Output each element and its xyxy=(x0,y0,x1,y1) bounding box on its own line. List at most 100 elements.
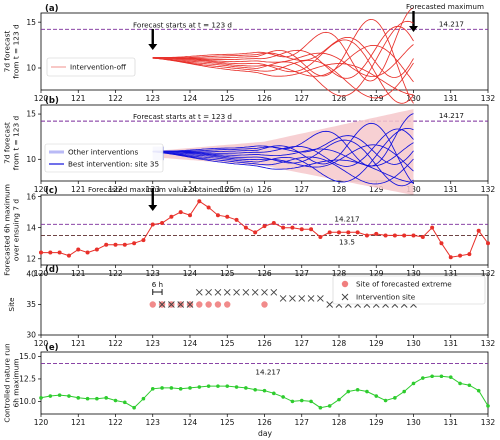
x-tick-label: 130 xyxy=(406,185,421,194)
intervention-site-marker xyxy=(168,301,175,308)
intervention-site-marker xyxy=(186,301,194,308)
mean-value-label: 13.5 xyxy=(339,237,355,246)
intervention-site-marker xyxy=(223,288,231,296)
data-point xyxy=(290,225,295,230)
plot-frame xyxy=(40,194,489,266)
x-tick-label: 121 xyxy=(71,339,86,348)
data-point xyxy=(299,398,304,403)
data-point xyxy=(150,222,155,227)
x-tick-label: 129 xyxy=(369,94,384,103)
arrow-head xyxy=(409,26,418,32)
y-tick-label: 40 xyxy=(26,270,36,279)
data-point xyxy=(225,384,230,388)
forecast-start-label: Forecast starts at t = 123 d xyxy=(133,20,232,29)
data-point xyxy=(206,205,211,210)
data-point xyxy=(225,214,230,219)
x-tick-label: 132 xyxy=(481,269,496,278)
data-point xyxy=(355,230,360,235)
x-tick-label: 123 xyxy=(146,339,161,348)
x-tick-label: 123 xyxy=(146,269,161,278)
data-point xyxy=(327,404,332,408)
intervention-site-marker xyxy=(158,301,166,308)
x-tick-label: 132 xyxy=(481,94,496,103)
legend-box xyxy=(44,143,164,173)
data-point xyxy=(486,241,490,246)
legend: Other interventions Best intervention: si… xyxy=(44,143,164,173)
legend-box xyxy=(332,275,486,305)
data-point xyxy=(234,385,239,389)
y-tick-label: 35 xyxy=(26,300,36,309)
data-point xyxy=(57,393,62,397)
x-tick-label: 125 xyxy=(220,339,235,348)
x-tick-label: 126 xyxy=(257,339,272,348)
data-point xyxy=(383,233,388,238)
x-tick-label: 128 xyxy=(332,418,347,427)
data-point xyxy=(150,387,155,391)
data-point xyxy=(215,213,220,218)
x-tick-label: 129 xyxy=(369,269,384,278)
data-point xyxy=(76,247,81,252)
y-tick-label: 12 xyxy=(26,254,36,263)
data-point xyxy=(188,386,192,390)
y-axis-label: 6h maximum xyxy=(12,359,21,408)
panel-label: (a) xyxy=(45,4,59,14)
data-point xyxy=(85,250,90,255)
data-point xyxy=(337,230,341,235)
y-axis-label: 7d forecast xyxy=(3,31,12,73)
x-tick-label: 127 xyxy=(295,269,310,278)
x-tick-label: 122 xyxy=(108,339,123,348)
x-tick-label: 126 xyxy=(257,94,272,103)
legend-label: Other interventions xyxy=(68,148,138,157)
data-point xyxy=(327,230,332,235)
panel-label: (e) xyxy=(45,343,59,353)
threshold-value-label: 14.217 xyxy=(255,368,280,377)
y-tick-label: 16 xyxy=(26,192,36,201)
data-point xyxy=(169,386,174,390)
data-point xyxy=(76,396,81,400)
data-point xyxy=(94,247,99,252)
data-point xyxy=(299,227,304,232)
data-point xyxy=(104,242,109,247)
best-intervention-member-line xyxy=(152,144,414,172)
x-tick-label: 121 xyxy=(71,185,86,194)
x-tick-label: 127 xyxy=(295,339,310,348)
y-axis-label: Site xyxy=(7,297,16,312)
x-tick-label: 131 xyxy=(444,185,459,194)
ensemble-member-line xyxy=(152,18,414,104)
intervention-site-marker xyxy=(279,295,287,302)
y-axis-label: 7d forecast xyxy=(3,122,12,164)
y-tick-label: 10 xyxy=(26,155,36,164)
x-tick-label: 130 xyxy=(406,339,421,348)
data-point xyxy=(393,396,397,400)
x-tick-label: 121 xyxy=(71,418,86,427)
data-point xyxy=(169,214,174,219)
x-tick-label: 122 xyxy=(108,269,123,278)
extreme-site-marker xyxy=(205,301,212,308)
data-point xyxy=(104,396,108,400)
y-tick-label: 14 xyxy=(26,223,36,232)
x-tick-label: 132 xyxy=(481,418,496,427)
x-tick-label: 131 xyxy=(444,418,459,427)
y-tick-label: 30 xyxy=(26,331,36,340)
forecasted-maximum-label: Forecasted maximum xyxy=(406,2,484,11)
best-intervention-member-line xyxy=(152,151,414,183)
y-tick-label: 10 xyxy=(26,64,36,73)
data-point xyxy=(197,199,202,204)
data-point xyxy=(420,235,425,239)
legend-label: Best intervention: site 35 xyxy=(68,160,159,169)
legend-box xyxy=(46,57,136,77)
data-point xyxy=(281,225,286,230)
legend-label: Intervention-off xyxy=(70,63,127,72)
data-point xyxy=(95,396,99,401)
x-tick-label: 125 xyxy=(220,269,235,278)
extreme-site-marker xyxy=(261,301,268,308)
data-point xyxy=(476,388,481,393)
plot-frame xyxy=(40,351,489,415)
data-point xyxy=(253,387,257,392)
best-intervention-member-line xyxy=(152,127,414,183)
x-tick-label: 125 xyxy=(220,418,235,427)
data-point xyxy=(337,397,341,402)
data-point xyxy=(411,381,416,386)
x-tick-label: 126 xyxy=(257,185,272,194)
